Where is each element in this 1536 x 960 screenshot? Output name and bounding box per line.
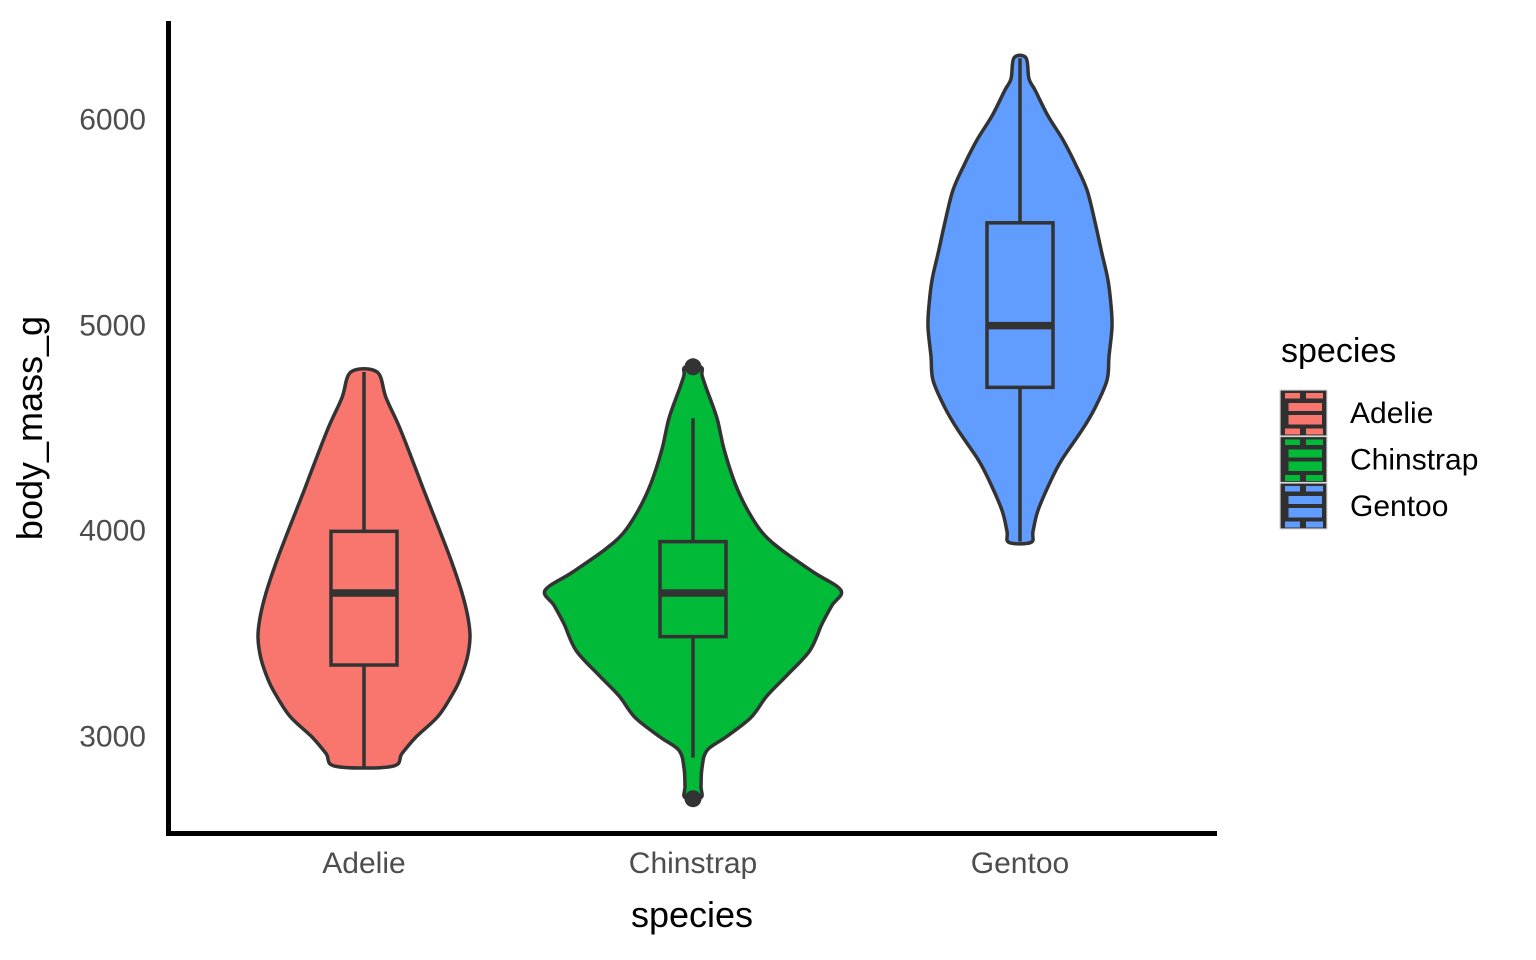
- legend-key-chinstrap: Chinstrap: [1279, 435, 1478, 484]
- key-stripe: [1285, 439, 1300, 445]
- y-axis-title: body_mass_g: [9, 316, 50, 540]
- key-stripe: [1306, 393, 1323, 399]
- legend-title: species: [1281, 332, 1396, 370]
- key-stripe: [1285, 521, 1300, 528]
- key-stripe: [1285, 428, 1300, 435]
- legend-key-adelie: Adelie: [1279, 389, 1433, 437]
- y-tick-label-4000: 4000: [79, 515, 146, 548]
- legend-label-gentoo: Gentoo: [1350, 490, 1448, 523]
- key-stripe: [1285, 393, 1300, 399]
- key-stripe: [1306, 486, 1323, 492]
- key-stripe: [1288, 461, 1322, 471]
- legend-key-gentoo: Gentoo: [1279, 482, 1448, 530]
- key-stripe: [1285, 475, 1300, 481]
- legend-label-adelie: Adelie: [1350, 397, 1433, 430]
- box-adelie: [329, 529, 399, 667]
- key-stripe: [1288, 449, 1322, 458]
- key-stripe: [1306, 439, 1323, 445]
- legend: species Adelie Chinst: [1279, 332, 1478, 530]
- violin-group-gentoo: [926, 53, 1114, 546]
- violin-layer: [256, 53, 1114, 808]
- box-chinstrap: [658, 539, 728, 639]
- y-tick-label-6000: 6000: [79, 104, 146, 137]
- x-axis-title: species: [631, 894, 753, 935]
- violin-group-chinstrap: [542, 358, 844, 808]
- x-tick-label-gentoo: Gentoo: [971, 847, 1069, 880]
- outlier-point-chinstrap: [684, 358, 702, 376]
- key-stripe: [1306, 475, 1323, 481]
- violin-group-adelie: [256, 367, 472, 770]
- key-stripe: [1288, 415, 1322, 425]
- key-stripe: [1288, 508, 1322, 518]
- x-tick-label-adelie: Adelie: [322, 847, 405, 880]
- key-stripe: [1288, 403, 1322, 411]
- key-stripe: [1306, 428, 1323, 435]
- outlier-point-chinstrap: [684, 790, 702, 808]
- x-tick-label-chinstrap: Chinstrap: [629, 847, 757, 880]
- legend-label-chinstrap: Chinstrap: [1350, 444, 1478, 477]
- y-tick-label-5000: 5000: [79, 310, 146, 343]
- box-gentoo: [985, 221, 1055, 390]
- key-stripe: [1288, 496, 1322, 504]
- key-stripe: [1285, 486, 1300, 492]
- key-stripe: [1306, 521, 1323, 528]
- y-tick-label-3000: 3000: [79, 721, 146, 754]
